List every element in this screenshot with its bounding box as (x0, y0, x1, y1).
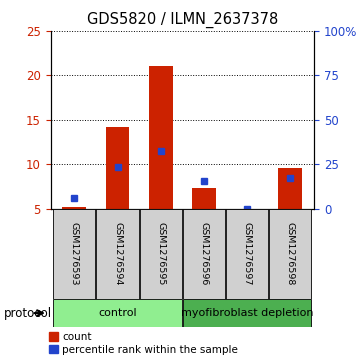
Text: GSM1276598: GSM1276598 (286, 223, 295, 286)
Text: GSM1276595: GSM1276595 (156, 223, 165, 286)
Bar (106, 127, 129, 209)
Bar (192, 188, 216, 209)
Text: myofibroblast depletion: myofibroblast depletion (181, 308, 313, 318)
Bar (269, 209, 312, 299)
Bar (53, 209, 95, 299)
Legend: count, percentile rank within the sample: count, percentile rank within the sample (48, 332, 238, 355)
Text: control: control (98, 308, 137, 318)
Bar (278, 168, 302, 209)
Text: GSM1276593: GSM1276593 (70, 223, 79, 286)
Text: protocol: protocol (4, 307, 52, 319)
Text: GSM1276594: GSM1276594 (113, 223, 122, 286)
Bar (53, 299, 182, 327)
Bar (140, 209, 182, 299)
Bar (62, 207, 86, 209)
Text: GSM1276597: GSM1276597 (243, 223, 252, 286)
Title: GDS5820 / ILMN_2637378: GDS5820 / ILMN_2637378 (87, 12, 278, 28)
Text: GSM1276596: GSM1276596 (199, 223, 208, 286)
Bar (149, 66, 173, 209)
Bar (183, 209, 225, 299)
Bar (96, 209, 139, 299)
Bar (183, 299, 312, 327)
Bar (226, 209, 268, 299)
